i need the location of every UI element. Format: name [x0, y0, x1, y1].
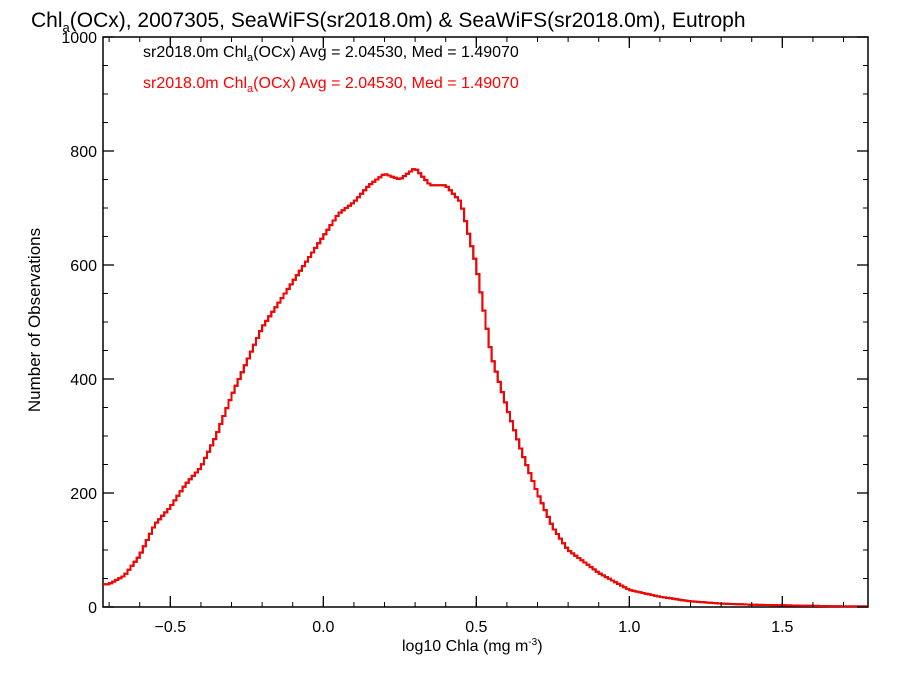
y-tick-label: 800 [70, 144, 97, 161]
x-tick-label: −0.5 [155, 619, 187, 636]
x-axis-label: log10 Chla (mg m-3) [402, 637, 543, 655]
y-tick-label: 600 [70, 258, 97, 275]
x-tick-label: 0.0 [312, 619, 334, 636]
series-red-histogram [103, 168, 868, 608]
y-tick-label: 200 [70, 486, 97, 503]
y-tick-label: 400 [70, 372, 97, 389]
axis-ticks: −0.5 0.0 0.5 1.0 1.5 0 200 400 600 800 1000 [61, 30, 868, 636]
series-black-histogram [103, 168, 868, 608]
x-tick-label: 0.5 [465, 619, 487, 636]
y-tick-label: 0 [88, 600, 97, 617]
x-tick-label: 1.0 [618, 619, 640, 636]
x-tick-label: 1.5 [771, 619, 793, 636]
y-tick-label: 1000 [61, 30, 97, 47]
legend-entry-red: sr2018.0m Chla(OCx) Avg = 2.04530, Med =… [143, 75, 519, 95]
legend-entry-black: sr2018.0m Chla(OCx) Avg = 2.04530, Med =… [143, 44, 519, 64]
chart-title: Chla(OCx), 2007305, SeaWiFS(sr2018.0m) &… [31, 9, 746, 35]
